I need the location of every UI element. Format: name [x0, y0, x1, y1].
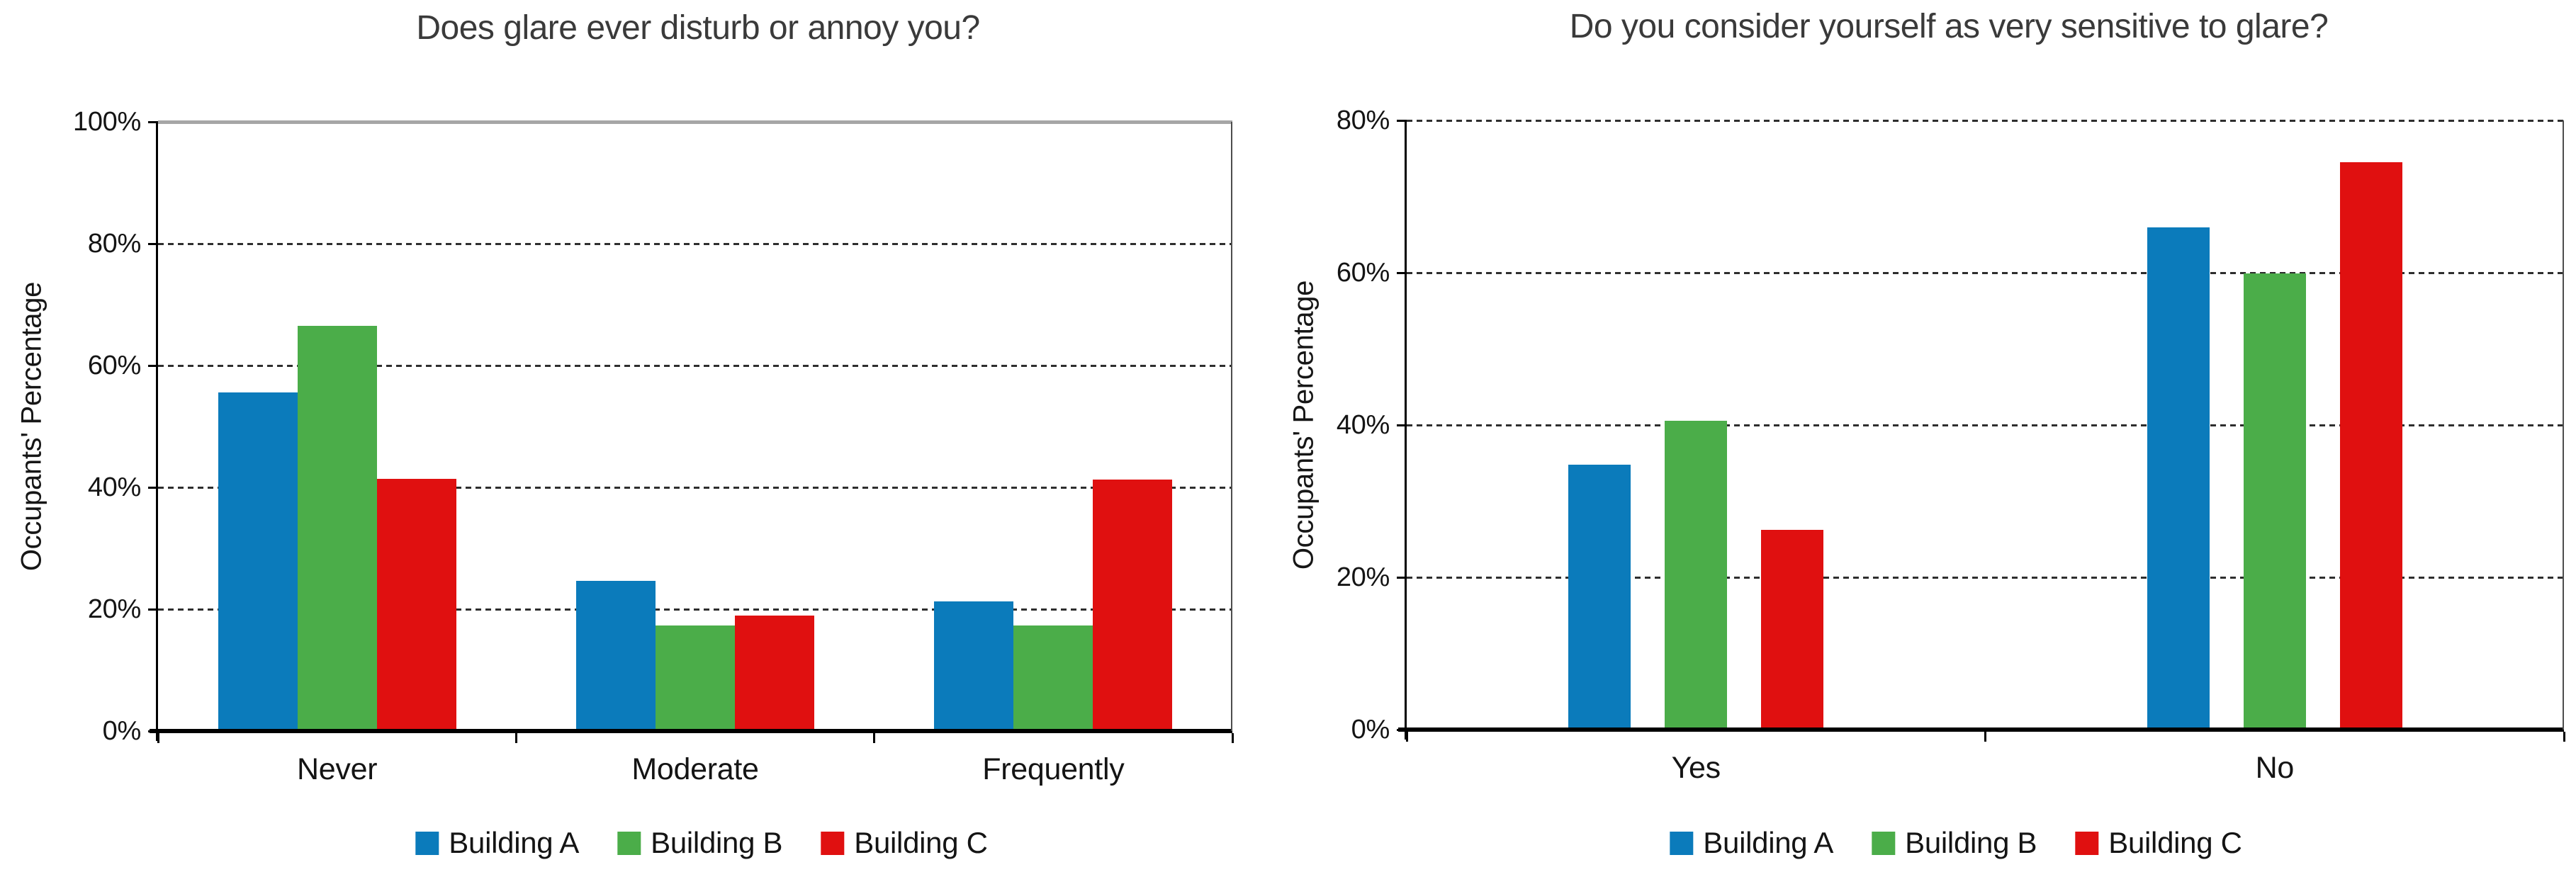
gridline-80%: [1407, 119, 2564, 122]
bar-Building C-Moderate: [735, 616, 814, 729]
y-tick-label-0%: 0%: [1351, 715, 1390, 744]
gridline-40%: [158, 486, 1232, 489]
legend-item-Building A: Building A: [1670, 826, 1833, 860]
bar-Building A-Never: [218, 392, 298, 729]
gridline-20%: [1407, 576, 2564, 579]
y-tick-label-40%: 40%: [1336, 410, 1390, 440]
bar-Building B-Yes: [1665, 420, 1728, 727]
legend-swatch-Building A: [1670, 831, 1694, 855]
y-tick-mark-20%: [1397, 576, 1407, 579]
right-chart-plot-area: 0% 20% 40% 60% 80% Yes No: [1337, 107, 2565, 785]
legend-item-Building C: Building C: [821, 826, 988, 860]
plot-right-border: [1231, 122, 1232, 731]
bar-Building C-Frequently: [1093, 480, 1173, 729]
y-tick-label-20%: 20%: [1336, 562, 1390, 592]
category-label-Moderate: Moderate: [631, 752, 759, 786]
legend-label-Building B: Building B: [651, 826, 783, 859]
y-tick-mark-80%: [1397, 119, 1407, 122]
y-tick-label-80%: 80%: [87, 229, 141, 259]
y-axis-line: [1405, 120, 1407, 740]
plot-right-border: [2563, 120, 2564, 730]
gridline-60%: [158, 364, 1232, 367]
y-tick-label-40%: 40%: [87, 472, 141, 502]
legend-swatch-Building A: [415, 831, 439, 855]
category-label-Frequently: Frequently: [982, 752, 1125, 786]
y-tick-label-60%: 60%: [87, 351, 141, 380]
y-tick-mark-60%: [1397, 271, 1407, 274]
legend-label-Building A: Building A: [1703, 826, 1834, 859]
legend-swatch-Building C: [2075, 831, 2099, 855]
bar-Building C-No: [2339, 162, 2402, 727]
bar-Building B-Moderate: [656, 625, 735, 729]
legend-label-Building A: Building A: [449, 826, 580, 859]
legend-label-Building B: Building B: [1905, 826, 2037, 859]
legend-swatch-Building B: [617, 831, 641, 855]
x-axis-boundary-tick: [1984, 732, 1986, 742]
y-tick-label-0%: 0%: [102, 716, 142, 746]
x-axis-boundary-tick: [1405, 732, 1408, 742]
legend-item-Building A: Building A: [415, 826, 579, 860]
y-tick-label-60%: 60%: [1336, 258, 1390, 288]
left-chart-title: Does glare ever disturb or annoy you?: [416, 9, 980, 47]
category-label-Never: Never: [297, 752, 378, 786]
x-axis-boundary-tick: [514, 733, 517, 743]
bar-Building A-Yes: [1568, 465, 1631, 727]
legend-swatch-Building B: [1872, 831, 1896, 855]
x-axis-boundary-tick: [2563, 732, 2565, 742]
legend-item-Building B: Building B: [617, 826, 783, 860]
legend-label-Building C: Building C: [2108, 826, 2242, 859]
y-tick-mark-80%: [148, 242, 158, 245]
gridline-100%: [158, 120, 1232, 124]
gridline-60%: [1407, 271, 2564, 274]
bar-Building C-Never: [376, 479, 456, 729]
right-chart-legend: Building A Building B Building C: [1670, 826, 2242, 860]
right-chart-title: Do you consider yourself as very sensiti…: [1569, 8, 2329, 45]
y-tick-mark-100%: [148, 120, 158, 123]
y-tick-label-100%: 100%: [73, 107, 141, 137]
x-axis-boundary-tick: [873, 733, 876, 743]
left-chart-plot-area: 0% 20% 40% 60% 80% 100% Never Moderate Frequentl…: [73, 108, 1234, 786]
bar-Building A-Frequently: [934, 601, 1014, 729]
gridline-20%: [158, 608, 1232, 611]
bar-Building A-No: [2147, 227, 2210, 727]
y-tick-mark-40%: [1397, 424, 1407, 426]
y-tick-label-80%: 80%: [1336, 106, 1390, 135]
bar-Building B-No: [2243, 273, 2306, 727]
gridline-80%: [158, 242, 1232, 245]
gridline-40%: [1407, 424, 2564, 426]
legend-swatch-Building C: [821, 831, 845, 855]
y-axis-line: [156, 122, 158, 741]
bar-Building C-Yes: [1761, 529, 1824, 727]
x-axis-line: [150, 729, 1232, 733]
x-axis-line: [1398, 727, 2564, 732]
x-axis-boundary-tick: [1231, 733, 1234, 743]
y-tick-mark-40%: [148, 486, 158, 489]
legend-item-Building C: Building C: [2075, 826, 2242, 860]
legend-label-Building C: Building C: [854, 826, 988, 859]
category-label-No: No: [2255, 751, 2295, 785]
bar-Building B-Never: [297, 325, 377, 729]
legend-item-Building B: Building B: [1872, 826, 2037, 860]
y-tick-label-20%: 20%: [87, 594, 141, 624]
bar-Building B-Frequently: [1013, 625, 1093, 729]
category-label-Yes: Yes: [1671, 751, 1721, 785]
y-tick-mark-20%: [148, 608, 158, 611]
bar-Building A-Moderate: [576, 581, 656, 729]
y-tick-mark-60%: [148, 364, 158, 367]
x-axis-boundary-tick: [157, 733, 159, 743]
left-chart-legend: Building A Building B Building C: [415, 826, 988, 860]
